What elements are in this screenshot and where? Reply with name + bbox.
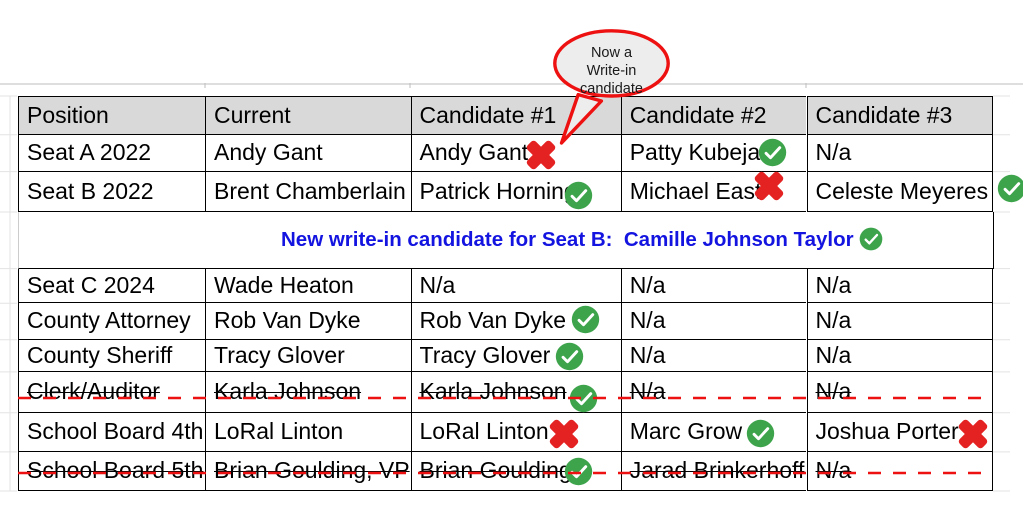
svg-text:Now a: Now a	[591, 45, 633, 61]
svg-text:candidate: candidate	[580, 81, 643, 97]
svg-text:Write-in: Write-in	[587, 63, 637, 79]
